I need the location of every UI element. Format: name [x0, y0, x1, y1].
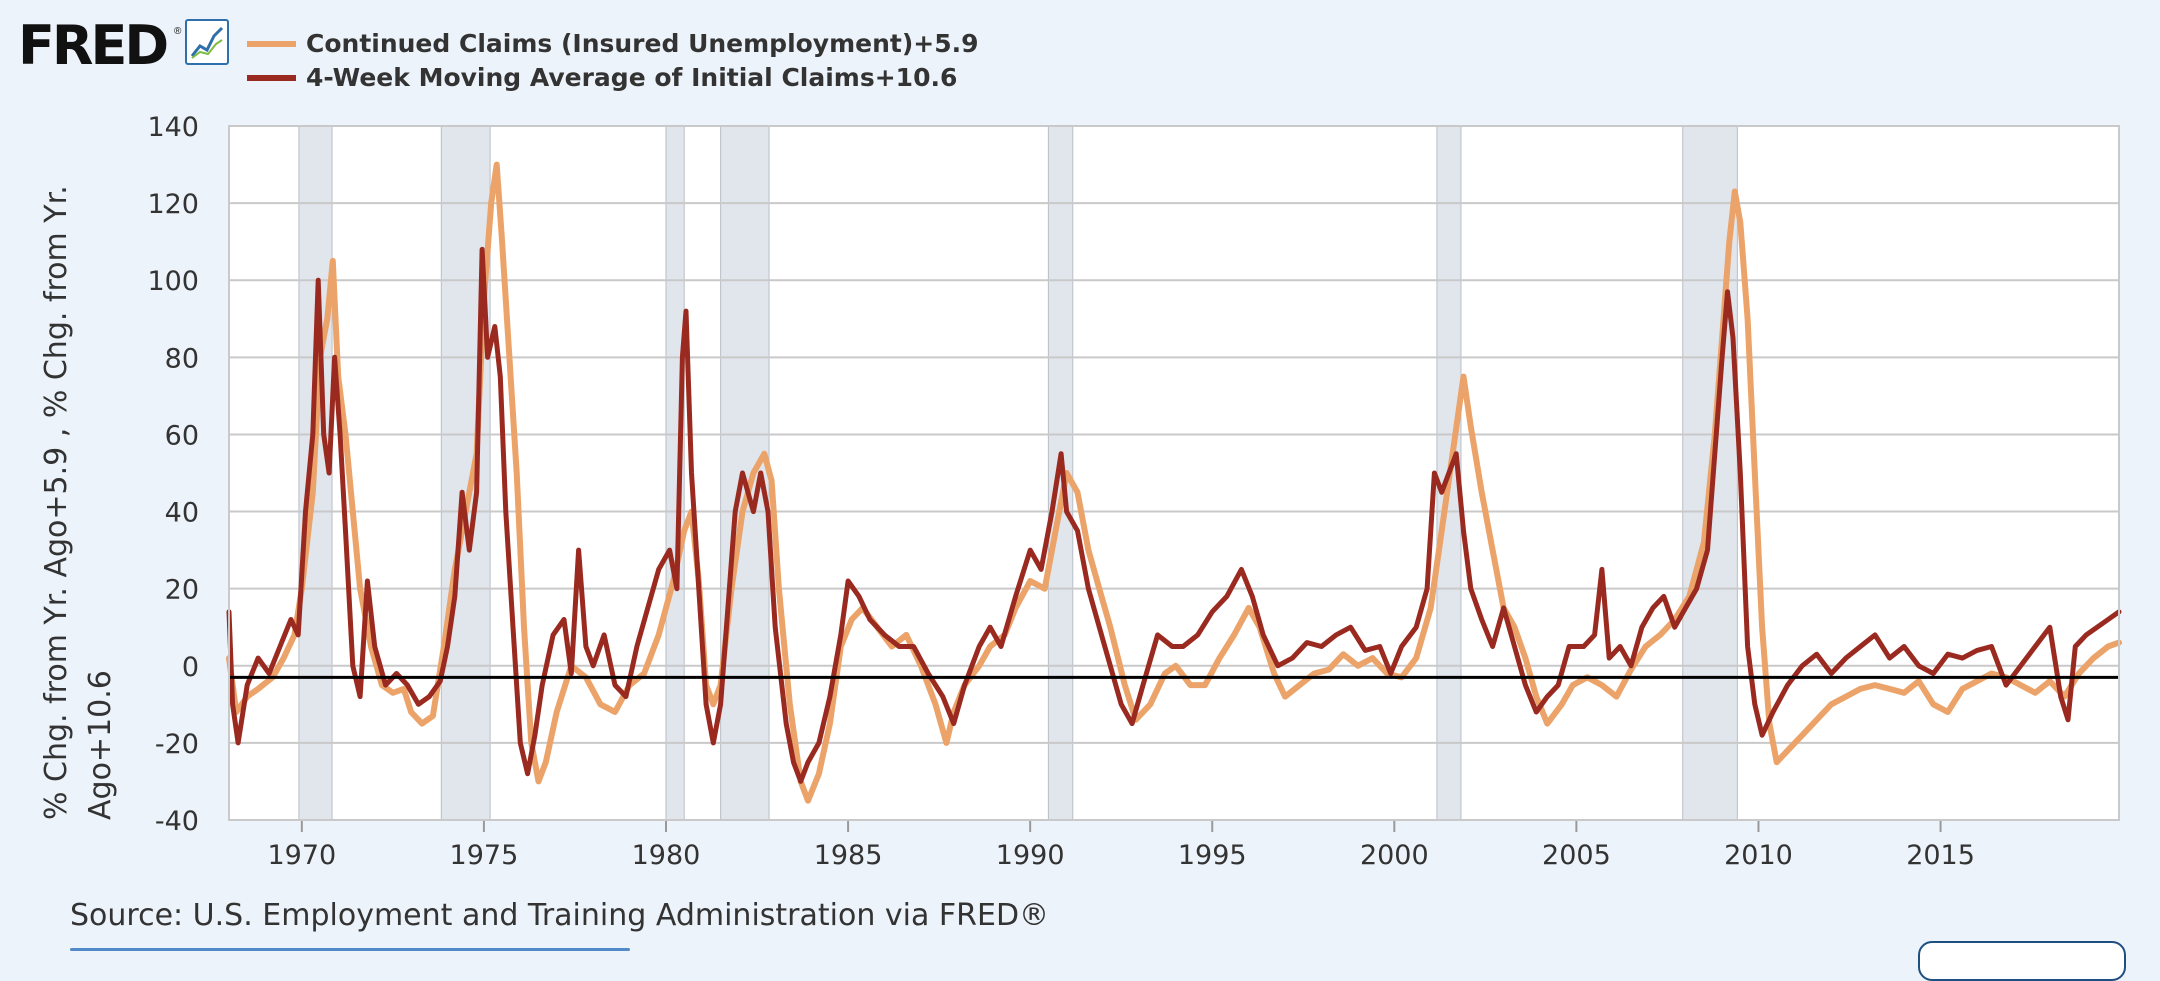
x-tick-label: 1990: [996, 840, 1065, 871]
footer-button[interactable]: [1918, 941, 2126, 981]
plot-area: [229, 126, 2119, 820]
series-line-continued-claims: [226, 161, 2122, 804]
footer-link[interactable]: [70, 944, 630, 958]
chart: FRED ® Continued Claims (Insured Unemplo…: [18, 14, 2122, 871]
y-axis-label-line-1: % Chg. from Yr. Ago+5.9 , % Chg. from Yr…: [39, 185, 74, 820]
x-tick-label: 1970: [267, 840, 336, 871]
legend-label: Continued Claims (Insured Unemployment)+…: [306, 29, 979, 58]
y-tick-label: -40: [155, 806, 199, 837]
legend: Continued Claims (Insured Unemployment)+…: [247, 29, 979, 92]
y-tick-label: 140: [147, 112, 199, 143]
x-tick-label: 1975: [450, 840, 519, 871]
legend-item-continued-claims: Continued Claims (Insured Unemployment)+…: [247, 29, 979, 58]
y-tick-label: 40: [165, 498, 199, 529]
x-tick-label: 1985: [814, 840, 883, 871]
y-axis: -40 -20 0 20 40 60 80 100 120 140: [147, 112, 199, 837]
x-tick-label: 1980: [632, 840, 701, 871]
legend-label: 4-Week Moving Average of Initial Claims+…: [306, 63, 957, 92]
y-tick-label: 60: [165, 420, 199, 451]
x-tick-label: 2000: [1360, 840, 1429, 871]
y-axis-label-line-2: Ago+10.6: [83, 670, 118, 820]
plot-border: [228, 125, 2120, 821]
series: [226, 161, 2122, 804]
y-tick-label: 100: [147, 266, 199, 297]
x-tick-label: 2010: [1724, 840, 1793, 871]
series-line-initial-claims: [226, 246, 2122, 784]
registered-mark: ®: [174, 26, 182, 37]
source-note: Source: U.S. Employment and Training Adm…: [70, 898, 1050, 933]
x-axis: 1970 1975 1980 1985 1990 1995 2000 2005 2010 2015: [267, 820, 1975, 871]
y-tick-label: 80: [165, 343, 199, 374]
y-tick-label: 120: [147, 189, 199, 220]
fred-logo[interactable]: FRED: [18, 14, 169, 77]
x-tick-label: 2015: [1906, 840, 1975, 871]
y-tick-label: 0: [182, 652, 199, 683]
header: FRED ® Continued Claims (Insured Unemplo…: [18, 14, 979, 92]
x-tick-label: 2005: [1542, 840, 1611, 871]
y-tick-label: -20: [155, 729, 199, 760]
y-tick-label: 20: [165, 575, 199, 606]
recession-bar: [440, 125, 491, 821]
legend-item-initial-claims: 4-Week Moving Average of Initial Claims+…: [247, 63, 957, 92]
line-graph-icon[interactable]: [185, 19, 229, 65]
x-tick-label: 1995: [1178, 840, 1247, 871]
recession-shading: [298, 125, 1738, 821]
